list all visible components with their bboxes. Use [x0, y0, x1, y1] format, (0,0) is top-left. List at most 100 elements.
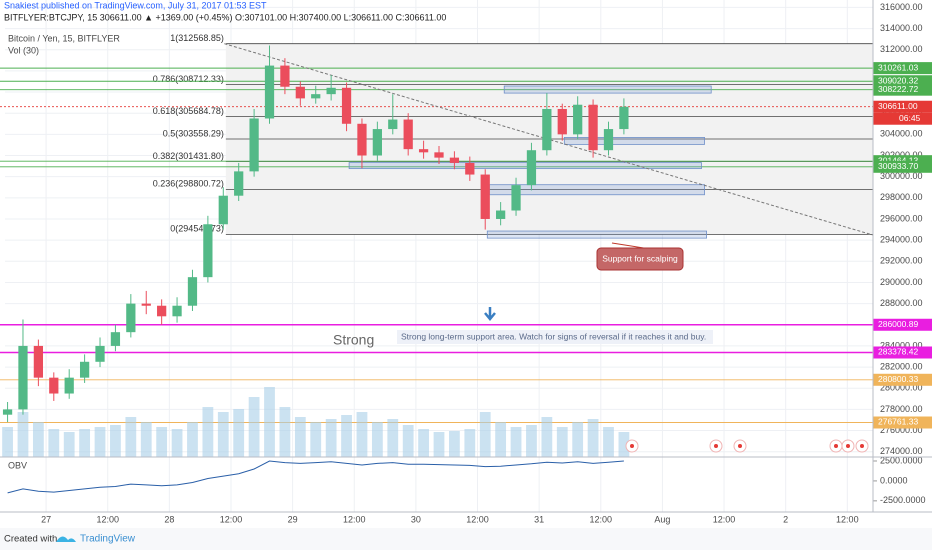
event-dot [834, 444, 838, 448]
y-tick-label: 300000.00 [880, 171, 923, 181]
price-tag [873, 100, 932, 113]
candle-body [526, 150, 537, 186]
volume-bar [541, 417, 553, 457]
y-tick-label: 290000.00 [880, 277, 923, 287]
candle-body [18, 345, 28, 410]
volume-bar [79, 429, 91, 457]
candle-body [449, 157, 460, 163]
volume-label: Vol (30) [8, 45, 39, 55]
volume-bar [171, 429, 183, 457]
candle-body [418, 149, 429, 153]
volume-bar [556, 427, 568, 457]
candle-body [203, 224, 213, 278]
y-tick-label: 284000.00 [880, 340, 923, 350]
x-tick-label: 12:00 [836, 514, 859, 524]
y-tick-label: 292000.00 [880, 256, 923, 266]
price-tag [873, 346, 932, 359]
volume-bar [294, 417, 306, 457]
volume-bar [94, 427, 106, 457]
fib-label: 1(312568.85) [170, 33, 224, 43]
y-tick-label: 304000.00 [880, 129, 923, 139]
x-tick-label: 27 [41, 514, 51, 524]
volume-bar [233, 409, 245, 457]
candle-body [2, 409, 13, 415]
y-tick-label: 280000.00 [880, 383, 923, 393]
price-tag [873, 318, 932, 331]
obv-label: OBV [8, 460, 27, 470]
volume-bar [510, 427, 522, 457]
candle-body [218, 195, 228, 225]
volume-bar [156, 427, 168, 457]
event-dot [714, 444, 718, 448]
price-tag-label: 301464.13 [878, 155, 918, 165]
event-dot [860, 444, 864, 448]
candle-body [234, 171, 244, 196]
volume-bar [371, 422, 383, 457]
candle-body [372, 129, 382, 156]
volume-bar [464, 429, 476, 457]
y-tick-label: 276000.00 [880, 425, 923, 435]
volume-bar [449, 431, 460, 457]
volume-bar [325, 419, 337, 457]
price-tag-label: 286000.89 [878, 319, 918, 329]
fib-label: 0.236(298800.72) [153, 179, 224, 189]
event-dot [738, 444, 742, 448]
footer-brand: TradingView [80, 534, 136, 545]
volume-bar [125, 417, 137, 457]
x-tick-label: 29 [288, 514, 298, 524]
fib-label: 0.618(305684.78) [153, 106, 224, 116]
x-tick-label: Aug [654, 514, 670, 524]
obv-tick-label: -2500.0000 [880, 495, 926, 505]
candle-body [157, 305, 167, 317]
x-tick-label: 12:00 [713, 514, 736, 524]
countdown-tag [873, 112, 932, 125]
candle-body [588, 104, 598, 151]
x-tick-label: 28 [164, 514, 174, 524]
price-tag-label: 310261.03 [878, 62, 918, 72]
y-tick-label: 274000.00 [880, 446, 923, 456]
candle-body [280, 65, 290, 87]
candle-body [542, 108, 552, 151]
y-tick-label: 278000.00 [880, 404, 923, 414]
y-tick-label: 302000.00 [880, 150, 923, 160]
x-tick-label: 12:00 [466, 514, 489, 524]
candle-body [141, 303, 151, 306]
candle-body [95, 345, 105, 362]
publisher: Snakiest published on TradingView.com, J… [4, 0, 267, 10]
volume-bar [17, 412, 29, 457]
y-tick-label: 294000.00 [880, 235, 923, 245]
volume-bar [140, 422, 152, 457]
volume-bar [433, 432, 445, 457]
logo [56, 536, 76, 542]
candle-body [249, 118, 259, 172]
candle-body [49, 377, 59, 394]
volume-bar [32, 422, 44, 457]
candle-body [403, 119, 413, 150]
volume-bar [187, 422, 198, 457]
price-tag [873, 373, 932, 386]
y-tick-label: 296000.00 [880, 213, 923, 223]
candle-body [79, 361, 90, 378]
volume-bar [418, 429, 429, 457]
candle-body [264, 65, 275, 119]
volume-bar [248, 397, 260, 457]
volume-bar [618, 432, 630, 457]
obv-line [7, 460, 624, 494]
volume-bar [603, 427, 614, 457]
price-tag-label: 276761.33 [878, 417, 918, 427]
y-tick-label: 282000.00 [880, 361, 923, 371]
volume-bar [479, 412, 491, 457]
y-tick-label: 298000.00 [880, 192, 923, 202]
x-tick-label: 30 [411, 514, 421, 524]
volume-bar [572, 422, 584, 457]
fib-label: 0.382(301431.80) [153, 151, 224, 161]
support-zone [563, 137, 705, 145]
price-tag [873, 416, 932, 429]
scalping-box [596, 247, 684, 271]
support-zone [488, 184, 705, 196]
candle-body [172, 305, 182, 317]
candle-body [295, 86, 305, 99]
x-tick-label: 31 [534, 514, 544, 524]
fib-label: 0(294547.73) [170, 224, 224, 234]
